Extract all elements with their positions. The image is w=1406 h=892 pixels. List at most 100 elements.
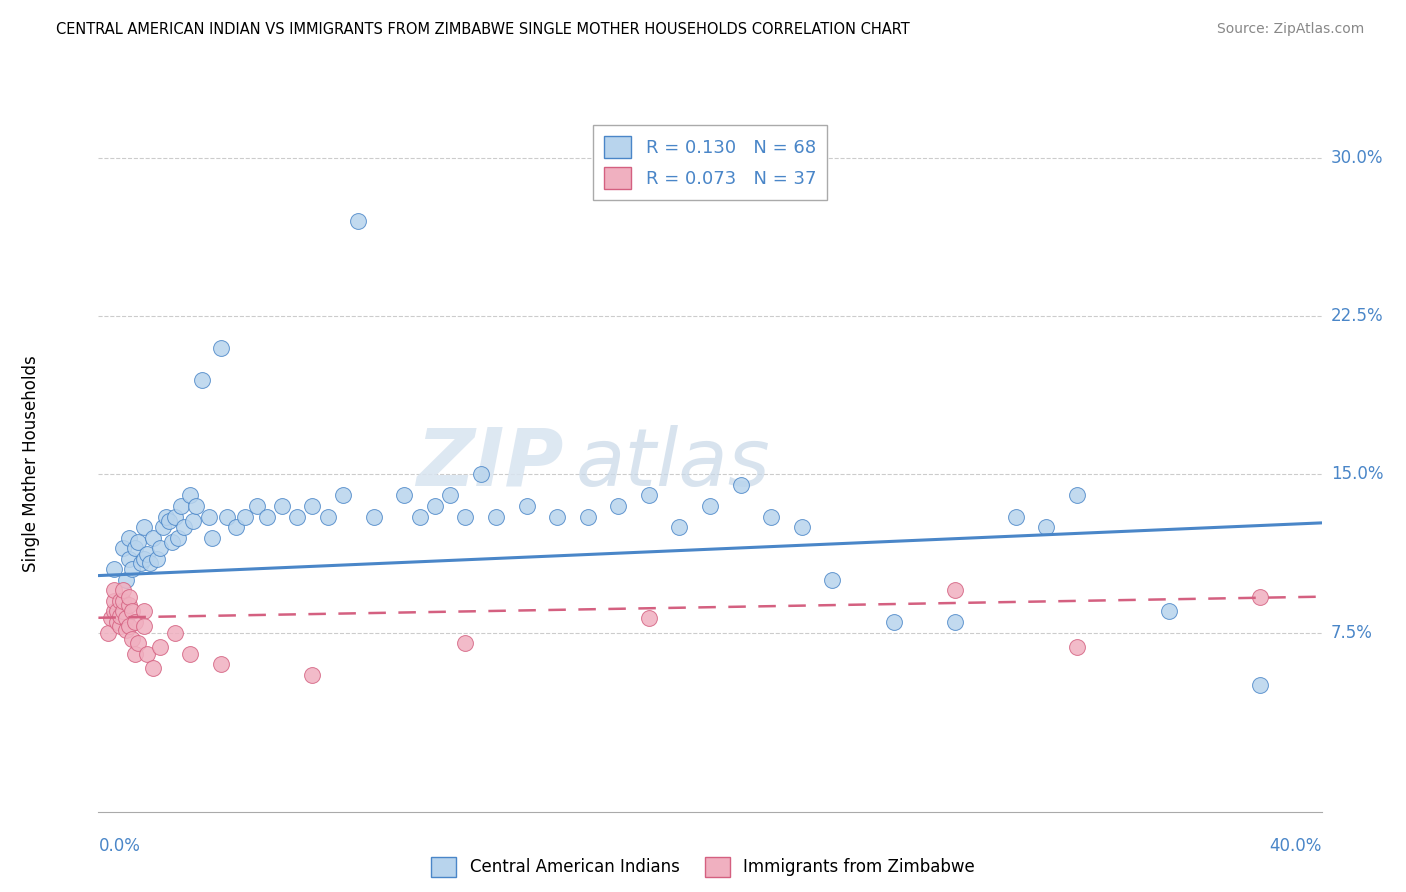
Text: Single Mother Households: Single Mother Households [22,356,41,572]
Point [105,615,128,629]
Point [316,509,339,524]
Point [124,615,146,629]
Point [363,509,385,524]
Point [215,509,238,524]
Point [121,632,143,646]
Point [118,551,141,566]
Text: CENTRAL AMERICAN INDIAN VS IMMIGRANTS FROM ZIMBABWE SINGLE MOTHER HOUSEHOLDS COR: CENTRAL AMERICAN INDIAN VS IMMIGRANTS FR… [56,22,910,37]
Point [943,583,966,598]
Point [170,499,193,513]
Point [127,534,149,549]
Point [607,499,630,513]
Point [699,499,721,513]
Point [173,520,195,534]
Point [454,509,477,524]
Text: 0.0%: 0.0% [98,837,141,855]
Text: 7.5%: 7.5% [1331,624,1372,641]
Point [191,372,214,386]
Point [142,661,165,675]
Text: 22.5%: 22.5% [1331,307,1384,326]
Text: ZIP: ZIP [416,425,564,503]
Point [108,608,131,623]
Point [105,604,128,618]
Point [103,562,125,576]
Point [157,514,180,528]
Point [129,556,152,570]
Point [127,636,149,650]
Point [883,615,905,629]
Point [111,594,134,608]
Point [142,531,165,545]
Point [124,541,146,556]
Point [134,520,156,534]
Point [111,604,134,618]
Point [160,534,183,549]
Point [256,509,278,524]
Point [454,636,477,650]
Point [136,647,159,661]
Point [149,640,172,655]
Text: 30.0%: 30.0% [1331,149,1384,167]
Point [225,520,247,534]
Point [108,594,131,608]
Text: 15.0%: 15.0% [1331,466,1384,483]
Point [134,551,156,566]
Point [485,509,508,524]
Point [301,499,323,513]
Text: Source: ZipAtlas.com: Source: ZipAtlas.com [1216,22,1364,37]
Point [470,467,492,482]
Point [179,488,201,502]
Point [209,657,232,672]
Legend: Central American Indians, Immigrants from Zimbabwe: Central American Indians, Immigrants fro… [425,850,981,884]
Point [103,604,125,618]
Point [134,604,156,618]
Point [115,611,138,625]
Point [546,509,568,524]
Point [408,509,430,524]
Point [246,499,269,513]
Point [118,531,141,545]
Text: 40.0%: 40.0% [1270,837,1322,855]
Point [155,509,177,524]
Point [179,647,201,661]
Point [301,667,323,681]
Point [200,531,222,545]
Point [118,590,141,604]
Point [145,551,167,566]
Point [759,509,782,524]
Point [124,647,146,661]
Point [115,573,138,587]
Point [668,520,690,534]
Point [347,214,370,228]
Point [149,541,172,556]
Point [270,499,292,513]
Point [97,625,120,640]
Point [209,341,232,355]
Point [181,514,204,528]
Point [1249,678,1271,692]
Point [121,604,143,618]
Point [1004,509,1026,524]
Legend: R = 0.130   N = 68, R = 0.073   N = 37: R = 0.130 N = 68, R = 0.073 N = 37 [593,125,827,200]
Point [111,541,134,556]
Point [637,611,661,625]
Point [103,594,125,608]
Point [139,556,162,570]
Point [1066,488,1088,502]
Point [1249,590,1271,604]
Point [134,619,156,633]
Point [100,611,122,625]
Text: atlas: atlas [575,425,770,503]
Point [163,509,186,524]
Point [163,625,186,640]
Point [943,615,966,629]
Point [285,509,308,524]
Point [1035,520,1057,534]
Point [1157,604,1180,618]
Point [332,488,354,502]
Point [730,478,752,492]
Point [103,583,125,598]
Point [108,619,131,633]
Point [439,488,461,502]
Point [392,488,416,502]
